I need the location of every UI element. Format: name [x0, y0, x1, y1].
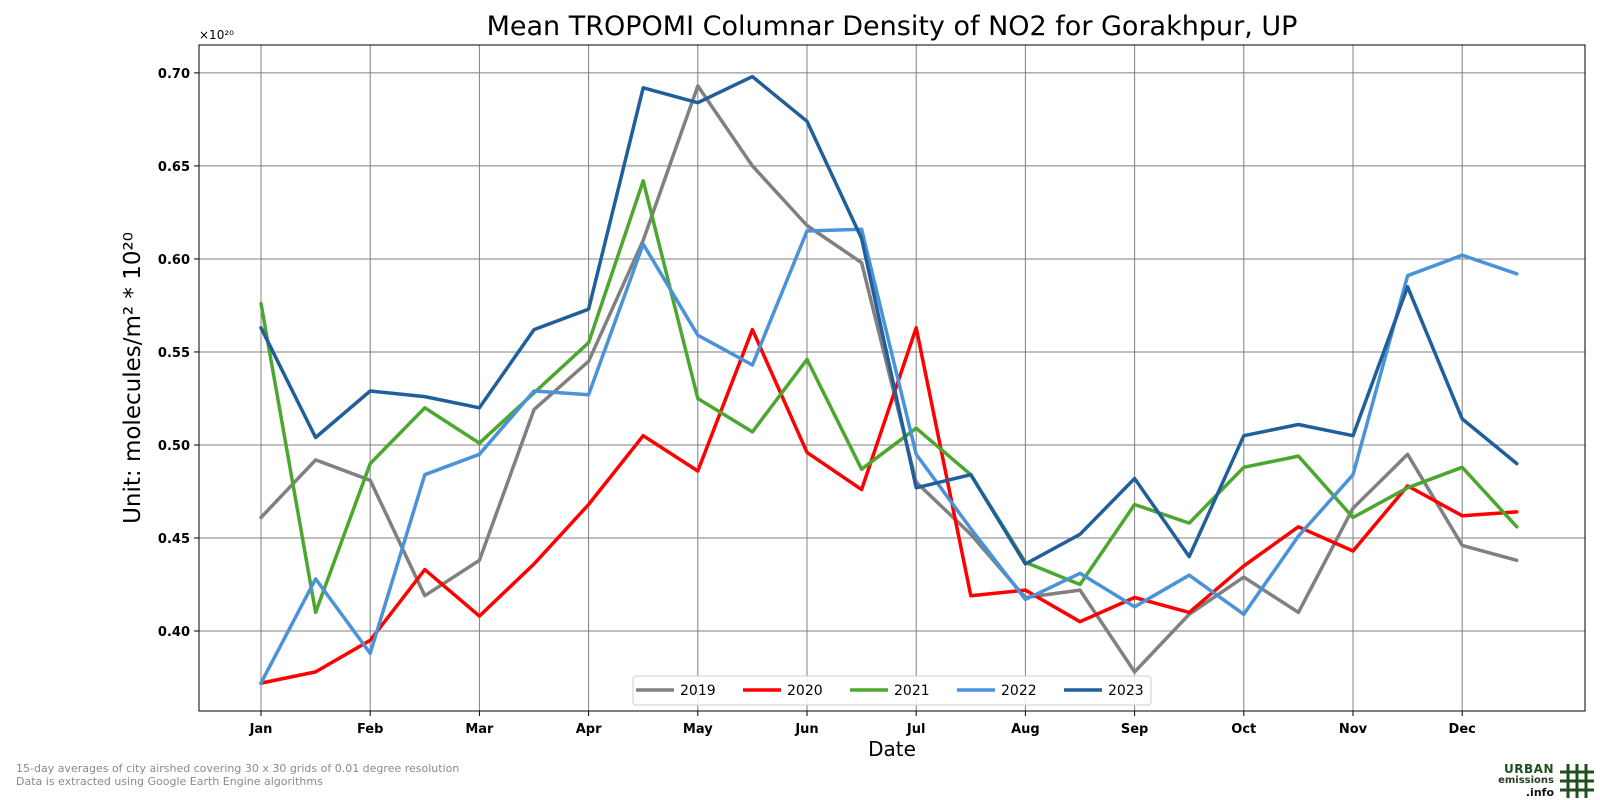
- series-layer: [259, 74, 1519, 685]
- x-tick-label: Nov: [1339, 722, 1368, 737]
- legend: 2019 2020 2021 2022 2023: [632, 675, 1152, 706]
- x-tick-label: May: [683, 722, 713, 737]
- x-tick-label: Sep: [1121, 722, 1149, 737]
- logo-text-urban: URBAN: [1504, 762, 1554, 776]
- y-multiplier-label: ×10²⁰: [199, 28, 234, 42]
- logo-text-info: .info: [1525, 786, 1554, 799]
- logo-text-emissions: emissions: [1498, 775, 1554, 786]
- footnote-line-1: 15-day averages of city airshed covering…: [16, 762, 460, 775]
- series-line-2021: [259, 179, 1519, 615]
- y-tick-label: 0.70: [158, 67, 190, 82]
- y-tick-label: 0.60: [158, 253, 190, 268]
- y-tick-label: 0.55: [158, 346, 190, 361]
- legend-label-2023: 2023: [1108, 683, 1144, 699]
- x-tick-label: Aug: [1011, 722, 1040, 737]
- urban-emissions-logo: URBAN emissions .info: [1466, 762, 1596, 800]
- y-axis: 0.40 0.45 0.50 0.55 0.60 0.65 0.70: [158, 67, 199, 640]
- x-axis: Jan Feb Mar Apr May Jun Jul Aug Sep Oct Nov Dec: [249, 711, 1476, 737]
- x-axis-label: Date: [868, 737, 916, 761]
- series-line-2019: [259, 84, 1519, 674]
- x-tick-label: Feb: [357, 722, 383, 737]
- legend-box: [632, 675, 1152, 706]
- y-tick-label: 0.65: [158, 160, 190, 175]
- series-line-2023: [259, 74, 1519, 566]
- series-line-2020: [259, 326, 1519, 685]
- x-tick-label: Oct: [1231, 722, 1256, 737]
- x-tick-label: Dec: [1449, 722, 1476, 737]
- x-tick-label: Jan: [249, 722, 273, 737]
- legend-label-2021: 2021: [894, 683, 930, 699]
- y-tick-label: 0.45: [158, 532, 190, 547]
- footnote-line-2: Data is extracted using Google Earth Eng…: [16, 775, 323, 788]
- y-tick-label: 0.50: [158, 439, 190, 454]
- legend-label-2022: 2022: [1001, 683, 1037, 699]
- legend-label-2019: 2019: [680, 683, 716, 699]
- x-tick-label: Apr: [576, 722, 602, 737]
- y-axis-label: Unit: molecules/m² * 10²⁰: [120, 232, 146, 524]
- legend-label-2020: 2020: [787, 683, 823, 699]
- x-tick-label: Jul: [906, 722, 926, 737]
- chart-title: Mean TROPOMI Columnar Density of NO2 for…: [487, 11, 1298, 42]
- x-tick-label: Jun: [794, 722, 818, 737]
- plot-frame: [198, 44, 1586, 712]
- footnote: 15-day averages of city airshed covering…: [16, 762, 459, 788]
- series-line-2022: [259, 227, 1519, 685]
- grid-logo-icon: [1560, 764, 1594, 798]
- y-tick-label: 0.40: [158, 625, 190, 640]
- x-tick-label: Mar: [465, 722, 494, 737]
